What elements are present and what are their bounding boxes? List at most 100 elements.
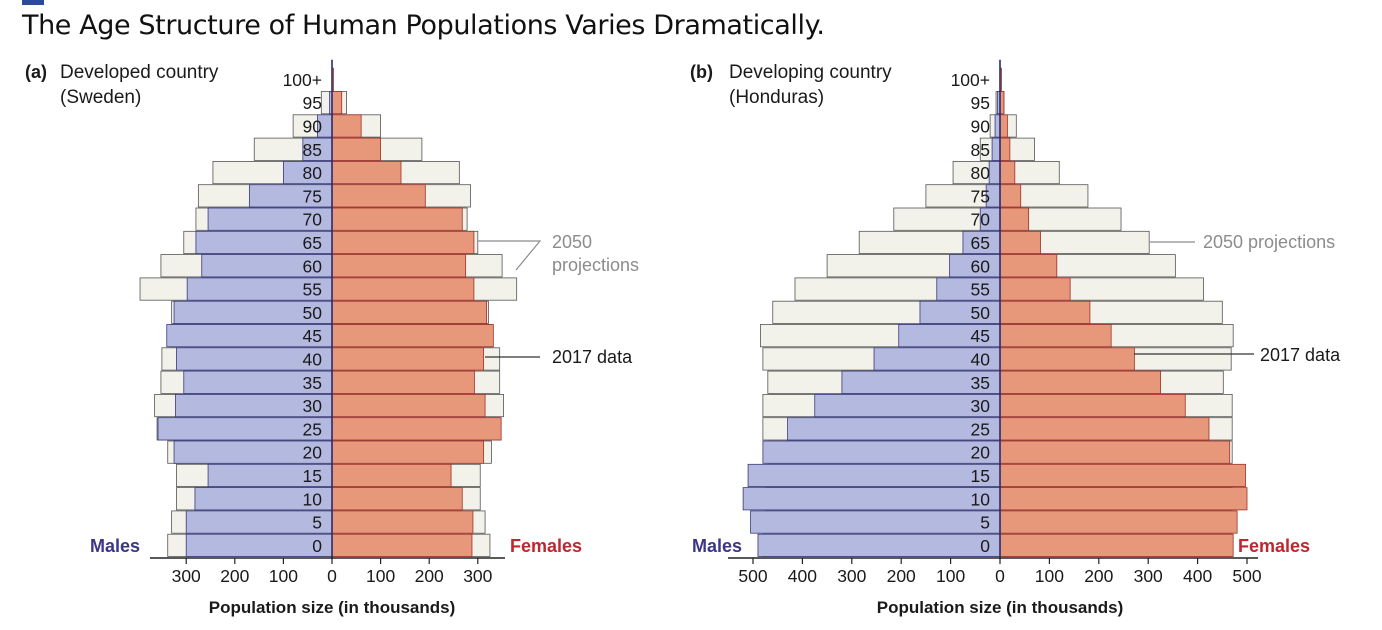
age-label: 25: [303, 419, 322, 439]
data-bar-female: [331, 533, 473, 557]
x-tick-label: 0: [327, 566, 337, 586]
x-tick-label: 200: [1084, 566, 1113, 586]
panel-subtitle-line1: Developing country: [729, 62, 892, 83]
age-label: 25: [971, 419, 990, 439]
males-label: Males: [692, 536, 742, 556]
data-bar-female: [331, 254, 467, 278]
data-bar-female: [999, 440, 1231, 464]
data-bar-male: [762, 440, 1001, 464]
age-label: 75: [971, 186, 990, 206]
x-tick-label: 300: [837, 566, 866, 586]
data-bar-female: [331, 370, 475, 394]
age-label: 40: [303, 349, 323, 369]
age-label: 65: [971, 233, 990, 253]
age-label: 70: [303, 210, 323, 230]
age-label: 65: [303, 233, 322, 253]
data-bar-female: [999, 324, 1112, 348]
age-label: 85: [971, 140, 990, 160]
data-bar-female: [999, 393, 1186, 418]
age-label: 55: [971, 280, 990, 300]
data-bar-female: [999, 137, 1011, 161]
data-bar-female: [331, 230, 475, 255]
age-label: 45: [971, 326, 990, 346]
age-label: 100+: [951, 70, 990, 90]
x-tick-label: 300: [1134, 566, 1163, 586]
data-bar-male: [185, 510, 333, 534]
x-tick-label: 500: [738, 566, 767, 586]
data-bar-female: [999, 207, 1030, 231]
age-label: 35: [303, 373, 322, 393]
age-label: 5: [312, 513, 322, 533]
x-tick-label: 200: [220, 566, 249, 586]
data-bar-female: [331, 417, 502, 441]
data-bar-male: [936, 277, 1001, 301]
data-bar-female: [331, 184, 426, 208]
age-label: 95: [303, 93, 322, 113]
x-tick-label: 100: [936, 566, 965, 586]
panel-subtitle-line1: Developed country: [60, 62, 219, 83]
x-tick-label: 100: [269, 566, 298, 586]
age-label: 60: [971, 256, 991, 276]
age-label: 80: [971, 163, 991, 183]
x-tick-label: 300: [172, 566, 201, 586]
x-tick-label: 0: [995, 566, 1005, 586]
age-label: 70: [971, 210, 991, 230]
panel-honduras: (b) Developing country (Honduras) 0 5 10 15 20 2…: [690, 59, 1341, 617]
age-label: 0: [980, 536, 990, 556]
data-bar-female: [999, 300, 1091, 324]
data-bar-male: [757, 533, 1001, 557]
data-bar-female: [331, 463, 452, 487]
age-label: 15: [971, 466, 990, 486]
data-bar-female: [331, 137, 381, 161]
age-label: 45: [303, 326, 322, 346]
females-label: Females: [1238, 536, 1310, 556]
x-tick-label: 100: [366, 566, 395, 586]
age-label: 55: [303, 280, 322, 300]
age-label: 50: [971, 303, 991, 323]
panel-subtitle-line2: (Honduras): [729, 87, 824, 108]
data-bar-female: [999, 510, 1238, 534]
data-bar-male: [747, 463, 1001, 487]
panel-label: (b): [690, 62, 713, 82]
data-bar-male: [750, 510, 1001, 534]
data-bar-female: [999, 533, 1234, 557]
x-tick-label: 300: [463, 566, 492, 586]
callout-projection: 2050 projections: [1203, 232, 1335, 252]
data-bar-female: [331, 347, 485, 371]
x-tick-label: 500: [1232, 566, 1261, 586]
data-bar-female: [331, 324, 494, 348]
data-bar-female: [331, 277, 475, 301]
data-bar-female: [331, 393, 486, 418]
data-bar-male: [185, 533, 333, 557]
data-bar-female: [331, 487, 463, 511]
data-bar-female: [999, 347, 1135, 371]
x-tick-label: 200: [415, 566, 444, 586]
data-bar-female: [999, 230, 1041, 255]
data-bar-female: [999, 160, 1016, 185]
age-label: 15: [303, 466, 322, 486]
age-label: 90: [303, 116, 323, 136]
age-label: 60: [303, 256, 323, 276]
age-label: 90: [971, 116, 991, 136]
age-label: 100+: [283, 70, 322, 90]
age-label: 30: [303, 396, 323, 416]
panel-label: (a): [25, 62, 47, 82]
age-label: 40: [971, 349, 991, 369]
age-label: 5: [980, 513, 990, 533]
data-bar-female: [331, 114, 362, 138]
age-label: 75: [303, 186, 322, 206]
callout-projection-line2: projections: [552, 255, 639, 275]
data-bar-female: [331, 207, 463, 231]
data-bar-female: [331, 160, 402, 185]
age-label: 50: [303, 303, 323, 323]
callout-projection-line1: 2050: [552, 232, 592, 252]
x-tick-label: 100: [1035, 566, 1064, 586]
x-axis-title: Population size (in thousands): [209, 598, 456, 617]
data-bar-male: [742, 487, 1001, 511]
age-label: 20: [303, 443, 323, 463]
x-tick-label: 200: [887, 566, 916, 586]
females-label: Females: [510, 536, 582, 556]
age-label: 10: [303, 489, 323, 509]
age-label: 30: [971, 396, 991, 416]
